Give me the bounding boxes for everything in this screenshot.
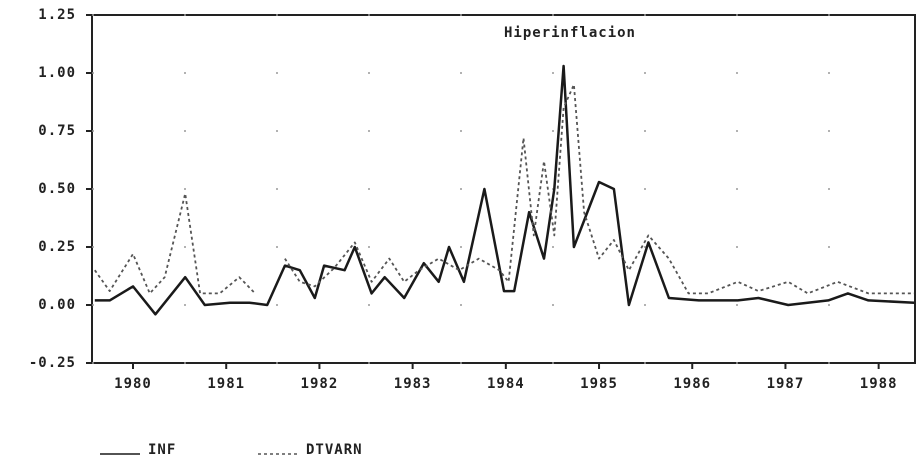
x-tick-label: 1988 [860,376,898,392]
chart-title: Hiperinflacion [504,25,636,41]
y-tick-label: 0.25 [38,239,76,255]
x-tick-label: 1982 [301,376,339,392]
legend-label: INF [148,442,176,458]
x-tick-label: 1981 [207,376,245,392]
series-line [94,83,915,295]
x-tick-label: 1984 [487,376,525,392]
y-tick-label: 1.25 [38,7,76,23]
plot-frame [91,14,916,364]
x-tick-label: 1980 [114,376,152,392]
x-tick-label: 1985 [580,376,618,392]
y-tick-label: 0.00 [38,297,76,313]
y-tick-label: 1.00 [38,65,76,81]
series-line [94,64,915,316]
y-tick-label: 0.75 [38,123,76,139]
x-tick-label: 1986 [673,376,711,392]
legend-label: DTVARN [306,442,363,458]
x-tick-label: 1987 [767,376,805,392]
y-tick-label: 0.50 [38,181,76,197]
y-tick-label: -0.25 [29,355,76,371]
x-tick-label: 1983 [394,376,432,392]
